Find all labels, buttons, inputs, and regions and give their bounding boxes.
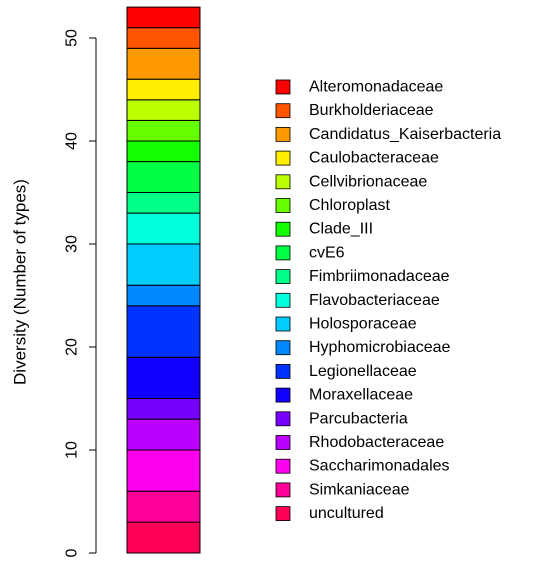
legend-label-candidatus-kaiserbacteria: Candidatus_Kaiserbacteria — [309, 126, 501, 143]
legend-swatch-clade-iii — [275, 221, 291, 237]
bar-segment-cellvibrionaceae — [126, 99, 201, 121]
y-tick-label: 0 — [64, 548, 81, 557]
bar-segment-simkaniaceae — [126, 490, 201, 523]
bar-segment-cve6 — [126, 161, 201, 194]
bar-segment-chloroplast — [126, 119, 201, 142]
bar-segment-parcubacteria — [126, 398, 201, 420]
legend-swatch-caulobacteraceae — [275, 150, 291, 166]
legend-swatch-saccharimonadales — [275, 458, 291, 474]
legend-swatch-cellvibrionaceae — [275, 174, 291, 190]
bar-segment-uncultured — [126, 521, 201, 554]
bar-segment-flavobacteriaceae — [126, 212, 201, 245]
bar-segment-holosporaceae — [126, 243, 201, 286]
legend-label-fimbriimonadaceae: Fimbriimonadaceae — [309, 268, 450, 285]
legend-label-clade-iii: Clade_III — [309, 221, 373, 238]
bar-segment-rhodobacteraceae — [126, 418, 201, 451]
y-tick-label: 30 — [64, 235, 81, 253]
legend-label-flavobacteriaceae: Flavobacteriaceae — [309, 292, 440, 309]
bar-segment-hyphomicrobiaceae — [126, 284, 201, 307]
y-tick-label: 40 — [64, 132, 81, 150]
legend-swatch-moraxellaceae — [275, 387, 291, 403]
legend-swatch-burkholderiaceae — [275, 103, 291, 119]
legend-label-caulobacteraceae: Caulobacteraceae — [309, 150, 439, 167]
y-tick-label: 50 — [64, 29, 81, 47]
legend-label-cve6: cvE6 — [309, 244, 345, 261]
legend-swatch-fimbriimonadaceae — [275, 269, 291, 285]
legend-swatch-uncultured — [275, 506, 291, 522]
bar-segment-clade-iii — [126, 140, 201, 163]
legend: Alteromonadaceae Burkholderiaceae Candidat… — [275, 79, 501, 522]
legend-swatch-flavobacteriaceae — [275, 292, 291, 308]
legend-swatch-candidatus-kaiserbacteria — [275, 127, 291, 142]
bar-segment-fimbriimonadaceae — [126, 192, 201, 214]
y-tick-label: 10 — [64, 441, 81, 459]
y-axis-title: Diversity (Number of types) — [11, 179, 30, 385]
legend-swatch-chloroplast — [275, 198, 291, 213]
legend-label-parcubacteria: Parcubacteria — [309, 410, 408, 427]
y-axis: 0 10 20 30 40 50 — [64, 29, 97, 557]
legend-label-simkaniaceae: Simkaniaceae — [309, 481, 410, 498]
legend-label-alteromonadaceae: Alteromonadaceae — [309, 79, 443, 96]
legend-swatch-cve6 — [275, 245, 291, 261]
legend-label-uncultured: uncultured — [309, 505, 384, 522]
legend-swatch-simkaniaceae — [275, 482, 291, 498]
legend-label-rhodobacteraceae: Rhodobacteraceae — [309, 434, 444, 451]
legend-label-chloroplast: Chloroplast — [309, 197, 390, 214]
stacked-bar — [126, 6, 201, 554]
y-tick-label: 20 — [64, 338, 81, 356]
legend-swatch-rhodobacteraceae — [275, 435, 291, 450]
legend-label-moraxellaceae: Moraxellaceae — [309, 387, 413, 404]
legend-label-saccharimonadales: Saccharimonadales — [309, 458, 450, 475]
legend-label-burkholderiaceae: Burkholderiaceae — [309, 102, 434, 119]
legend-swatch-legionellaceae — [275, 363, 291, 379]
legend-swatch-hyphomicrobiaceae — [275, 340, 291, 356]
bar-segment-burkholderiaceae — [126, 27, 201, 49]
legend-swatch-parcubacteria — [275, 411, 291, 427]
bar-segment-caulobacteraceae — [126, 78, 201, 101]
legend-label-legionellaceae: Legionellaceae — [309, 363, 417, 380]
bar-segment-legionellaceae — [126, 305, 201, 358]
legend-swatch-alteromonadaceae — [275, 79, 291, 95]
legend-swatch-holosporaceae — [275, 316, 291, 332]
legend-label-cellvibrionaceae: Cellvibrionaceae — [309, 173, 427, 190]
bar-segment-saccharimonadales — [126, 449, 201, 492]
bar-segment-candidatus-kaiserbacteria — [126, 47, 201, 80]
legend-label-hyphomicrobiaceae: Hyphomicrobiaceae — [309, 339, 451, 356]
bar-segment-moraxellaceae — [126, 356, 201, 399]
legend-label-holosporaceae: Holosporaceae — [309, 316, 417, 333]
bar-segment-alteromonadaceae — [126, 6, 201, 29]
